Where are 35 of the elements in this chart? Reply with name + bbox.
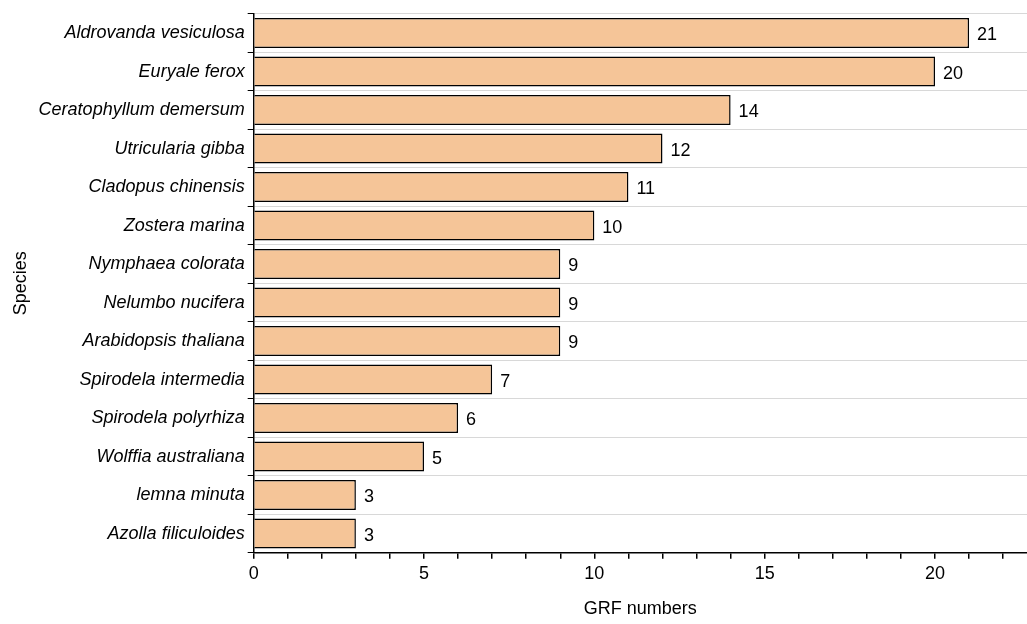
x-tick-label: 20 (925, 562, 946, 583)
data-label: 20 (943, 62, 964, 83)
x-tick-label: 5 (419, 562, 430, 583)
data-label: 7 (500, 370, 511, 391)
y-tick-label: Euryale ferox (138, 60, 246, 81)
y-tick-label: Cladopus chinensis (88, 176, 245, 197)
x-tick-label: 0 (248, 562, 259, 583)
data-label: 9 (568, 293, 579, 314)
data-label: 11 (636, 178, 656, 199)
x-axis-title: GRF numbers (583, 598, 697, 619)
y-tick-label: Wolffia australiana (96, 445, 245, 466)
y-tick-label: Utricularia gibba (114, 137, 245, 158)
data-label: 9 (568, 332, 579, 353)
data-label: 14 (738, 101, 759, 122)
y-tick-label: Zostera marina (122, 214, 245, 235)
y-tick-label: Arabidopsis thaliana (81, 330, 245, 351)
data-label: 12 (670, 139, 691, 160)
x-tick-label: 10 (584, 562, 605, 583)
data-label: 9 (568, 255, 579, 276)
data-label: 10 (602, 216, 623, 237)
y-tick-label: Spirodela polyrhiza (91, 407, 245, 428)
y-axis-title: Species (9, 251, 30, 316)
y-tick-label: Azolla filiculoides (106, 522, 245, 543)
y-tick-label: Ceratophyllum demersum (38, 99, 245, 120)
data-label: 3 (363, 486, 374, 507)
y-tick-label: Aldrovanda vesiculosa (63, 22, 245, 43)
y-tick-label: Nelumbo nucifera (103, 291, 245, 312)
data-label: 5 (432, 447, 443, 468)
data-label: 21 (977, 24, 998, 45)
y-tick-label: Nymphaea colorata (88, 253, 245, 274)
data-label: 3 (363, 524, 374, 545)
y-tick-label: Spirodela intermedia (79, 368, 245, 389)
y-tick-label: lemna minuta (136, 484, 245, 505)
x-tick-label: 15 (754, 562, 775, 583)
data-label: 6 (466, 409, 477, 430)
